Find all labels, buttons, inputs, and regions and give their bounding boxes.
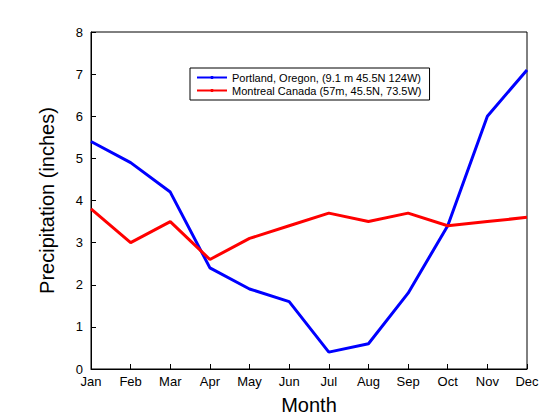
svg-text:3: 3: [76, 235, 83, 250]
svg-text:8: 8: [76, 25, 83, 40]
svg-text:Dec: Dec: [515, 374, 539, 389]
svg-text:Jun: Jun: [279, 374, 300, 389]
svg-text:Sep: Sep: [397, 374, 420, 389]
svg-text:May: May: [237, 374, 262, 389]
svg-text:Jul: Jul: [321, 374, 338, 389]
svg-text:4: 4: [76, 193, 83, 208]
svg-text:1: 1: [76, 319, 83, 334]
svg-text:Nov: Nov: [476, 374, 500, 389]
svg-text:Precipitation (inches): Precipitation (inches): [36, 107, 58, 294]
svg-text:Mar: Mar: [159, 374, 182, 389]
svg-text:Feb: Feb: [119, 374, 141, 389]
svg-text:Montreal Canada (57m, 45.5N, 7: Montreal Canada (57m, 45.5N, 73.5W): [232, 85, 422, 97]
svg-text:Oct: Oct: [438, 374, 459, 389]
svg-text:Apr: Apr: [200, 374, 221, 389]
svg-text:0: 0: [75, 361, 83, 377]
svg-text:Month: Month: [281, 394, 337, 416]
svg-text:Jan: Jan: [81, 374, 102, 389]
svg-text:5: 5: [76, 151, 83, 166]
svg-text:6: 6: [76, 109, 83, 124]
svg-text:Portland, Oregon, (9.1 m 45.5N: Portland, Oregon, (9.1 m 45.5N 124W): [232, 72, 421, 84]
svg-text:2: 2: [76, 277, 83, 292]
svg-text:Aug: Aug: [357, 374, 380, 389]
svg-text:7: 7: [76, 67, 83, 82]
